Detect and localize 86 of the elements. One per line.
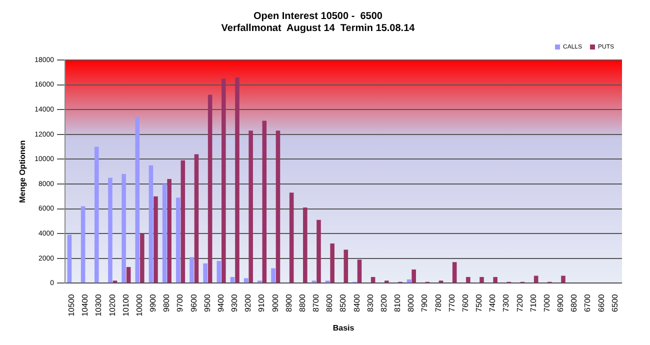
bar <box>180 160 186 283</box>
y-axis-title: Menge Optionen <box>18 140 28 203</box>
bar <box>480 276 484 283</box>
x-tick-label: 10500 <box>67 294 76 316</box>
x-tick-label: 9400 <box>216 294 226 312</box>
x-tick-label: 10300 <box>94 294 104 316</box>
bar <box>235 77 240 283</box>
x-tick-label: 7400 <box>488 294 498 312</box>
bar <box>194 154 199 283</box>
bar <box>122 174 126 283</box>
bar <box>216 260 222 283</box>
x-tick-label: 10000 <box>134 294 144 316</box>
bar <box>244 278 248 283</box>
bar <box>534 276 538 283</box>
bar <box>316 220 321 283</box>
bar <box>276 130 280 283</box>
bar <box>190 257 194 283</box>
x-tick-label: 8200 <box>379 294 388 312</box>
bar <box>357 260 362 283</box>
x-tick-label: 8500 <box>338 294 348 312</box>
x-tick-label: 9700 <box>176 294 185 312</box>
bar <box>126 267 131 283</box>
bar <box>493 276 498 283</box>
bar <box>135 117 140 283</box>
bar <box>289 192 294 283</box>
x-tick-label: 7900 <box>420 294 430 312</box>
x-tick-label: 8800 <box>298 294 307 312</box>
bar <box>248 130 253 283</box>
bar <box>561 276 566 283</box>
x-tick-label: 6800 <box>570 294 579 312</box>
x-tick-label: 8900 <box>284 294 294 312</box>
x-tick-label: 9300 <box>230 294 240 312</box>
x-tick-label: 10400 <box>80 294 90 316</box>
bar <box>271 268 276 283</box>
bar <box>94 146 99 283</box>
bar <box>303 208 308 283</box>
bar <box>208 94 212 283</box>
bar <box>162 184 167 283</box>
bar <box>167 179 172 283</box>
x-tick-label: 10200 <box>108 294 117 316</box>
bar <box>330 243 334 283</box>
x-tick-label: 8100 <box>393 294 402 312</box>
bar <box>67 234 72 283</box>
chart-subtitle: Verfallmonat August 14 Termin 15.08.14 <box>221 22 416 34</box>
bar <box>140 234 144 283</box>
bar <box>203 263 208 283</box>
x-axis-title: Basis <box>332 323 355 332</box>
x-tick-label: 9500 <box>202 294 212 312</box>
x-tick-label: 7200 <box>515 294 524 312</box>
bar <box>370 276 376 283</box>
bar <box>148 165 154 283</box>
x-tick-label: 7000 <box>542 294 552 312</box>
bar <box>262 120 267 283</box>
bar <box>466 276 470 283</box>
x-tick-label: 9000 <box>270 294 280 312</box>
x-tick-label: 10100 <box>121 294 130 316</box>
x-tick-label: 7700 <box>447 294 456 312</box>
x-tick-label: 6600 <box>596 294 606 312</box>
bar <box>412 270 416 283</box>
x-tick-label: 9600 <box>189 294 198 312</box>
x-tick-label: 8400 <box>352 294 362 312</box>
x-tick-label: 7100 <box>528 294 538 312</box>
bar <box>452 262 457 283</box>
x-tick-label: 7300 <box>502 294 511 312</box>
x-tick-label: 6900 <box>556 294 566 312</box>
x-tick-label: 8700 <box>312 294 321 312</box>
bar <box>230 276 235 283</box>
x-tick-label: 7500 <box>474 294 484 312</box>
x-tick-label: 7600 <box>460 294 470 312</box>
bar <box>222 78 226 283</box>
chart-title: Open Interest 10500 - 6500 <box>254 10 383 22</box>
bar <box>344 250 348 283</box>
x-tick-label: 9200 <box>244 294 253 312</box>
bar <box>108 178 112 283</box>
x-tick-label: 8600 <box>325 294 334 312</box>
x-tick-label: 9100 <box>257 294 266 312</box>
bar <box>154 196 158 283</box>
x-tick-label: 6700 <box>583 294 592 312</box>
x-tick-label: 8300 <box>366 294 375 312</box>
bar <box>176 198 180 283</box>
x-tick-label: 7800 <box>434 294 443 312</box>
x-tick-label: 8000 <box>406 294 416 312</box>
x-tick-label: 9800 <box>162 294 172 312</box>
x-tick-label: 6500 <box>610 294 620 312</box>
x-tick-label: 9900 <box>148 294 158 312</box>
bar <box>80 206 86 283</box>
